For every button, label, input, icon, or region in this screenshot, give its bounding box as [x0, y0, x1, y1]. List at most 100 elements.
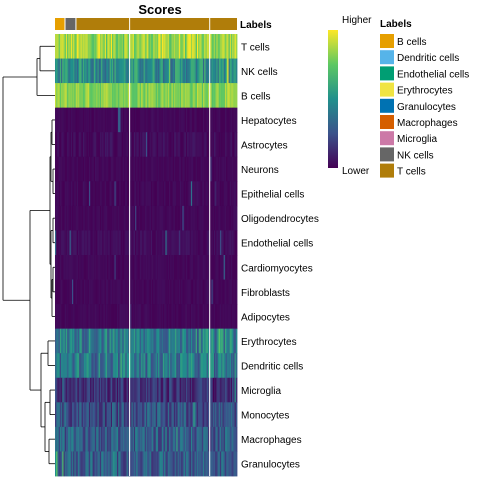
- heatmap-cell: [165, 230, 168, 256]
- heatmap-cell: [212, 181, 215, 207]
- heatmap-cell: [132, 34, 135, 59]
- heatmap-cell: [125, 107, 127, 133]
- heatmap-cell: [138, 34, 141, 59]
- heatmap-cell: [195, 156, 198, 182]
- heatmap-cell: [126, 304, 129, 330]
- heatmap-cell: [203, 205, 205, 231]
- heatmap-cell: [229, 353, 232, 379]
- heatmap-cell: [85, 402, 87, 428]
- row-label: Erythrocytes: [241, 337, 297, 348]
- heatmap-cell: [81, 255, 84, 280]
- heatmap-cell: [58, 156, 61, 182]
- heatmap-cell: [90, 451, 92, 477]
- heatmap-cell: [162, 255, 165, 280]
- row-label: Hepatocytes: [241, 116, 297, 127]
- heatmap-cell: [228, 58, 231, 84]
- heatmap-cell: [200, 304, 203, 330]
- heatmap-cell: [101, 279, 103, 305]
- heatmap-cell: [228, 426, 231, 452]
- heatmap-cell: [233, 451, 235, 477]
- heatmap-cell: [122, 255, 125, 280]
- legend-label: Dendritic cells: [397, 53, 459, 64]
- heatmap-cell: [114, 402, 117, 428]
- heatmap-cell: [108, 132, 110, 158]
- heatmap-cell: [183, 304, 186, 330]
- heatmap-cell: [211, 279, 214, 305]
- heatmap-cell: [167, 402, 170, 428]
- heatmap-cell: [58, 107, 61, 133]
- heatmap-cell: [119, 304, 121, 330]
- heatmap-cell: [95, 181, 97, 207]
- heatmap-cell: [177, 328, 180, 354]
- heatmap-cell: [101, 255, 103, 280]
- heatmap-cell: [143, 255, 146, 280]
- heatmap-cell: [156, 279, 159, 305]
- heatmap-cell: [166, 255, 169, 280]
- heatmap-cell: [178, 83, 181, 109]
- heatmap-cell: [127, 34, 130, 59]
- heatmap-cell: [188, 132, 191, 158]
- heatmap-cell: [71, 328, 74, 354]
- heatmap-cell: [64, 83, 67, 109]
- heatmap-cell: [150, 107, 153, 133]
- heatmap-cell: [68, 132, 70, 158]
- heatmap-cell: [71, 353, 74, 379]
- heatmap-cell: [56, 132, 58, 158]
- heatmap-cell: [206, 107, 209, 133]
- heatmap-cell: [226, 402, 228, 428]
- heatmap-cell: [57, 377, 60, 403]
- heatmap-cell: [78, 107, 80, 133]
- heatmap-cell: [84, 58, 86, 84]
- heatmap-cell: [85, 205, 87, 231]
- heatmap-cell: [84, 34, 86, 59]
- heatmap-cell: [132, 377, 135, 403]
- heatmap-cell: [179, 255, 182, 280]
- heatmap-cell: [121, 132, 124, 158]
- heatmap-cell: [232, 304, 234, 330]
- heatmap-cell: [233, 132, 235, 158]
- heatmap-cell: [138, 377, 141, 403]
- heatmap-cell: [70, 34, 73, 59]
- heatmap-cell: [93, 353, 96, 379]
- heatmap-cell: [224, 230, 227, 256]
- heatmap-cell: [96, 402, 98, 428]
- heatmap-cell: [228, 132, 231, 158]
- heatmap-cell: [170, 279, 172, 305]
- heatmap-cell: [198, 107, 200, 133]
- heatmap-cell: [200, 402, 203, 428]
- heatmap-cell: [169, 255, 171, 280]
- heatmap-cell: [146, 156, 148, 182]
- heatmap-cell: [203, 377, 205, 403]
- heatmap-cell: [152, 132, 154, 158]
- heatmap-cell: [126, 34, 129, 59]
- heatmap-cell: [177, 156, 180, 182]
- heatmap-cell: [59, 34, 62, 59]
- heatmap-cell: [167, 230, 170, 256]
- heatmap-cell: [212, 451, 215, 477]
- heatmap-cell: [179, 230, 182, 256]
- heatmap-cell: [116, 426, 119, 452]
- heatmap-cell: [103, 181, 106, 207]
- heatmap-cell: [92, 377, 95, 403]
- heatmap-cell: [124, 181, 126, 207]
- heatmap-cell: [58, 426, 61, 452]
- heatmap-cell: [98, 58, 101, 84]
- heatmap-cell: [136, 426, 138, 452]
- heatmap-cell: [137, 205, 140, 231]
- heatmap-cell: [86, 181, 89, 207]
- heatmap-cell: [229, 402, 232, 428]
- heatmap-cell: [182, 181, 185, 207]
- heatmap-cell: [222, 255, 225, 280]
- heatmap-cell: [161, 279, 164, 305]
- heatmap-cell: [190, 107, 193, 133]
- heatmap-cell: [126, 181, 129, 207]
- heatmap-cell: [119, 132, 121, 158]
- heatmap-cell: [203, 34, 205, 59]
- heatmap-cell: [205, 304, 208, 330]
- heatmap-cell: [153, 426, 155, 452]
- heatmap-cell: [107, 377, 109, 403]
- heatmap-cell: [175, 34, 177, 59]
- heatmap-cell: [90, 205, 92, 231]
- heatmap-cell: [101, 132, 103, 158]
